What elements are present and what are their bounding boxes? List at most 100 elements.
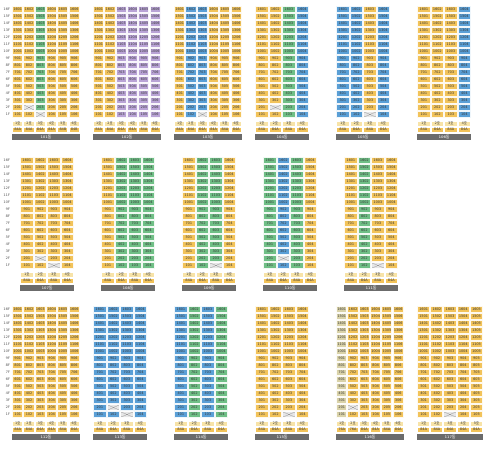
unit-cell[interactable]: 604 [133, 376, 147, 383]
unit-cell[interactable]: 903 [371, 206, 385, 213]
unit-cell[interactable]: 1503 [371, 164, 385, 171]
unit-cell[interactable]: 504 [376, 83, 390, 90]
unit-cell[interactable]: 203 [358, 404, 370, 411]
unit-cell[interactable]: 303 [196, 97, 208, 104]
unit-cell[interactable]: 1301 [336, 327, 348, 334]
unit-cell[interactable]: 303 [201, 397, 215, 404]
unit-cell[interactable]: 1203 [209, 185, 223, 192]
unit-cell[interactable]: 1401 [93, 20, 105, 27]
unit-cell[interactable]: 1001 [336, 348, 348, 355]
unit-cell[interactable]: 804 [456, 362, 470, 369]
unit-cell[interactable]: 801 [255, 362, 269, 369]
unit-cell[interactable]: 403 [47, 241, 61, 248]
unit-cell[interactable]: 703 [209, 220, 223, 227]
unit-cell[interactable]: 203 [444, 104, 458, 111]
unit-cell[interactable]: 204 [384, 255, 398, 262]
unit-cell[interactable]: 1103 [444, 41, 458, 48]
unit-cell[interactable]: 201 [101, 255, 115, 262]
unit-cell[interactable]: 1304 [456, 327, 470, 334]
unit-cell[interactable]: 1405 [469, 320, 483, 327]
unit-cell[interactable]: 504 [295, 83, 309, 90]
unit-cell[interactable]: 1102 [268, 341, 282, 348]
unit-cell[interactable]: 904 [376, 55, 390, 62]
unit-cell[interactable]: 603 [120, 376, 134, 383]
unit-cell[interactable]: 1306 [68, 27, 80, 34]
unit-cell[interactable]: 1505 [138, 13, 150, 20]
unit-cell[interactable]: 1204 [456, 334, 470, 341]
unit-cell[interactable]: 405 [381, 390, 393, 397]
unit-cell[interactable]: 1301 [417, 327, 431, 334]
unit-cell[interactable]: 1104 [214, 341, 228, 348]
unit-cell[interactable]: 1602 [349, 6, 363, 13]
unit-cell[interactable]: 1603 [443, 306, 457, 313]
unit-cell[interactable]: 1001 [417, 48, 431, 55]
unit-cell[interactable]: 1501 [336, 13, 350, 20]
unit-cell[interactable]: 202 [195, 255, 209, 262]
unit-cell[interactable]: 201 [336, 104, 350, 111]
unit-cell[interactable]: 1201 [344, 185, 358, 192]
unit-cell[interactable]: 302 [195, 248, 209, 255]
unit-cell[interactable]: 803 [115, 62, 127, 69]
unit-cell[interactable]: 604 [457, 76, 471, 83]
unit-cell[interactable]: 803 [363, 62, 377, 69]
unit-cell[interactable]: 605 [57, 376, 69, 383]
unit-cell[interactable]: 1005 [381, 348, 393, 355]
unit-cell[interactable]: 803 [290, 213, 304, 220]
unit-cell[interactable]: 405 [57, 390, 69, 397]
unit-cell[interactable]: 1405 [57, 20, 69, 27]
unit-cell[interactable]: 903 [443, 355, 457, 362]
unit-cell[interactable]: 404 [222, 241, 236, 248]
unit-cell[interactable]: 503 [120, 383, 134, 390]
unit-cell[interactable]: 1003 [444, 48, 458, 55]
unit-cell[interactable]: 1003 [34, 348, 46, 355]
unit-cell[interactable]: 1503 [115, 13, 127, 20]
unit-cell[interactable]: 1106 [230, 41, 242, 48]
unit-cell[interactable]: 303 [443, 397, 457, 404]
unit-cell[interactable]: 1101 [417, 341, 431, 348]
unit-cell[interactable]: 1306 [68, 327, 80, 334]
unit-cell[interactable]: 203 [363, 104, 377, 111]
unit-cell[interactable]: 901 [12, 355, 24, 362]
unit-cell[interactable]: 1604 [295, 6, 309, 13]
unit-cell[interactable]: 1201 [174, 34, 186, 41]
unit-cell[interactable]: 1502 [357, 164, 371, 171]
unit-cell[interactable]: 1303 [290, 178, 304, 185]
unit-cell[interactable]: 304 [45, 97, 58, 104]
unit-cell[interactable] [23, 104, 35, 111]
unit-cell[interactable]: 1103 [115, 41, 127, 48]
unit-cell[interactable]: 1402 [276, 171, 290, 178]
unit-cell[interactable]: 1101 [101, 192, 115, 199]
unit-cell[interactable]: 1004 [376, 48, 390, 55]
unit-cell[interactable]: 803 [209, 213, 223, 220]
unit-cell[interactable]: 1002 [195, 199, 209, 206]
unit-cell[interactable]: 1404 [384, 171, 398, 178]
unit-cell[interactable]: 602 [430, 376, 444, 383]
unit-cell[interactable]: 404 [376, 90, 390, 97]
unit-cell[interactable]: 806 [392, 362, 404, 369]
unit-cell[interactable]: 1003 [128, 199, 142, 206]
unit-cell[interactable]: 1603 [115, 6, 127, 13]
unit-cell[interactable]: 406 [68, 390, 80, 397]
unit-cell[interactable]: 1102 [347, 341, 359, 348]
unit-cell[interactable]: 501 [336, 83, 350, 90]
unit-cell[interactable]: 303 [128, 248, 142, 255]
unit-cell[interactable]: 1605 [219, 6, 231, 13]
unit-cell[interactable]: 603 [444, 76, 458, 83]
unit-cell[interactable]: 503 [363, 83, 377, 90]
unit-cell[interactable]: 404 [141, 241, 155, 248]
unit-cell[interactable]: 1602 [430, 306, 444, 313]
unit-cell[interactable]: 401 [255, 390, 269, 397]
unit-cell[interactable]: 1204 [376, 34, 390, 41]
unit-cell[interactable]: 104 [141, 262, 155, 269]
unit-cell[interactable]: 304 [369, 397, 382, 404]
unit-cell[interactable]: 906 [149, 55, 161, 62]
unit-cell[interactable]: 1403 [209, 171, 223, 178]
unit-cell[interactable]: 504 [384, 234, 398, 241]
unit-cell[interactable]: 802 [106, 362, 120, 369]
unit-cell[interactable]: 904 [45, 55, 58, 62]
unit-cell[interactable]: 802 [104, 62, 116, 69]
unit-cell[interactable]: 1002 [349, 48, 363, 55]
unit-cell[interactable]: 605 [469, 376, 483, 383]
unit-cell[interactable]: 703 [34, 69, 46, 76]
unit-cell[interactable]: 601 [12, 376, 24, 383]
